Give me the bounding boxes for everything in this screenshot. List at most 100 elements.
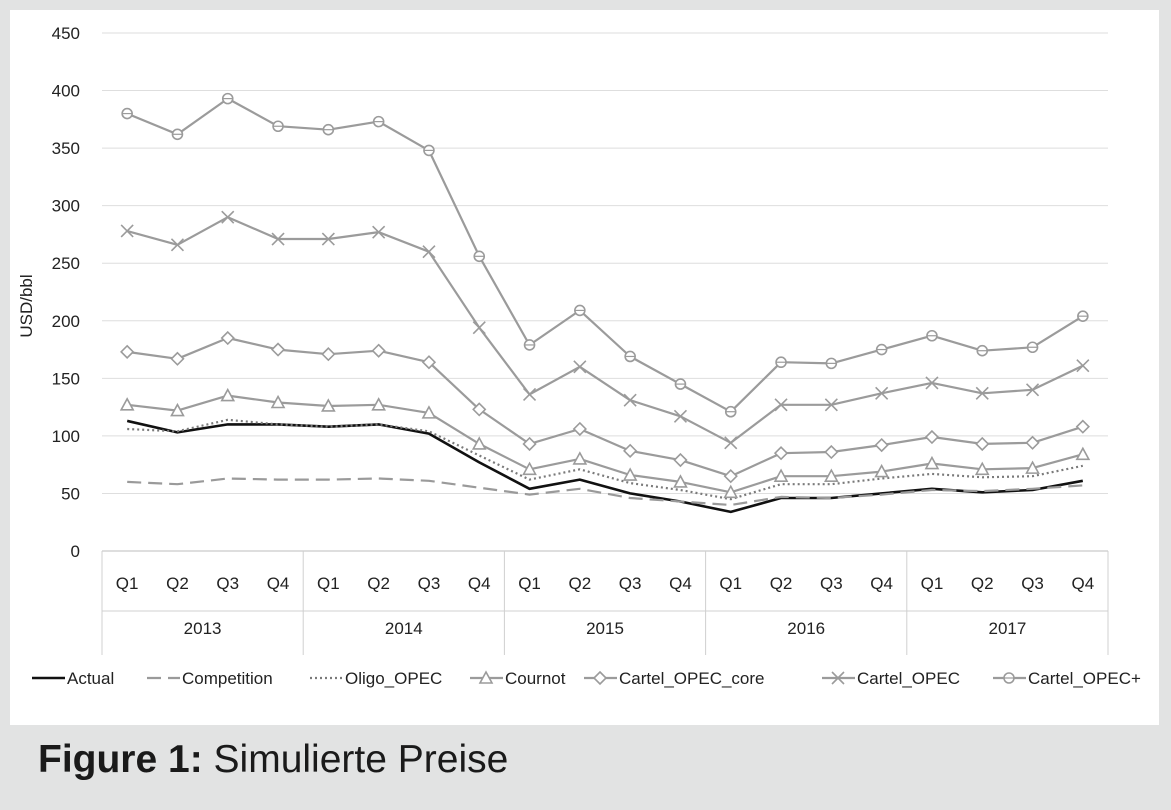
legend-label: Oligo_OPEC bbox=[345, 669, 442, 688]
legend-item: Cournot bbox=[470, 669, 566, 688]
data-point bbox=[120, 224, 134, 238]
y-tick-label: 50 bbox=[61, 484, 80, 503]
legend-label: Competition bbox=[182, 669, 273, 688]
legend-item: Cartel_OPEC+ bbox=[993, 669, 1141, 688]
data-point bbox=[673, 452, 688, 468]
legend-label: Actual bbox=[67, 669, 114, 688]
x-tick-label: Q3 bbox=[619, 574, 642, 593]
data-point bbox=[119, 397, 135, 411]
y-tick-label: 150 bbox=[52, 369, 80, 388]
legend-item: Actual bbox=[32, 669, 114, 688]
data-point bbox=[322, 123, 335, 136]
x-tick-label: Q4 bbox=[468, 574, 491, 593]
series-Competition bbox=[127, 477, 1083, 507]
data-point bbox=[422, 245, 436, 259]
data-point bbox=[724, 405, 737, 418]
data-point bbox=[321, 398, 336, 412]
data-point bbox=[773, 468, 789, 482]
legend-item: Cartel_OPEC_core bbox=[584, 669, 765, 688]
series-lines bbox=[119, 92, 1091, 514]
x-tick-label: Q2 bbox=[971, 574, 994, 593]
data-point bbox=[472, 402, 487, 417]
series-Cournot bbox=[119, 387, 1091, 499]
data-point bbox=[824, 398, 838, 412]
series-Oligo_OPEC bbox=[127, 418, 1084, 501]
data-point bbox=[622, 467, 638, 481]
data-point bbox=[473, 250, 486, 263]
data-point bbox=[321, 347, 336, 362]
x-tick-label: Q3 bbox=[820, 574, 843, 593]
data-point bbox=[875, 343, 888, 356]
y-tick-label: 250 bbox=[52, 254, 80, 273]
line-chart: 0 50 100 150 200 250 300 350 400 450 USD/bbl Q1 Q2… bbox=[17, 24, 1141, 688]
series-line bbox=[127, 477, 1083, 507]
data-point bbox=[421, 355, 437, 370]
legend-item: Oligo_OPEC bbox=[310, 669, 442, 688]
data-point bbox=[170, 402, 185, 417]
y-axis-label: USD/bbl bbox=[17, 274, 36, 337]
data-point bbox=[1077, 310, 1089, 322]
data-point bbox=[321, 232, 335, 246]
legend-item: Cartel_OPEC bbox=[822, 669, 960, 688]
data-point bbox=[623, 393, 637, 407]
data-point bbox=[773, 446, 789, 461]
legend-item: Competition bbox=[147, 669, 273, 688]
x-tick-label: Q4 bbox=[669, 574, 692, 593]
data-point bbox=[572, 451, 588, 465]
data-point bbox=[824, 444, 839, 460]
data-point bbox=[271, 232, 285, 246]
data-point bbox=[974, 461, 990, 476]
y-tick-label: 0 bbox=[71, 542, 80, 561]
figure-caption: Figure 1: Simulierte Preise bbox=[38, 738, 508, 782]
y-tick-label: 200 bbox=[52, 312, 80, 331]
figure-number: Figure 1: bbox=[38, 738, 203, 781]
x-tick-label: Q1 bbox=[317, 574, 340, 593]
data-point bbox=[1075, 419, 1090, 434]
data-point bbox=[825, 357, 838, 370]
x-tick-label: Q3 bbox=[418, 574, 441, 593]
data-point bbox=[170, 238, 185, 252]
data-point bbox=[723, 484, 739, 499]
y-tick-label: 450 bbox=[52, 24, 80, 43]
data-point bbox=[523, 339, 536, 351]
data-point bbox=[824, 468, 839, 482]
data-point bbox=[623, 443, 638, 458]
x-group-label: 2015 bbox=[586, 619, 624, 638]
data-point bbox=[573, 360, 587, 374]
data-point bbox=[924, 429, 940, 445]
data-point bbox=[925, 376, 939, 390]
data-point bbox=[673, 474, 688, 488]
series-line bbox=[127, 394, 1084, 494]
y-tick-label: 350 bbox=[52, 139, 80, 158]
data-point bbox=[121, 107, 133, 120]
x-group-label: 2017 bbox=[988, 619, 1026, 638]
data-point bbox=[170, 351, 185, 366]
data-point bbox=[372, 225, 386, 239]
series-line bbox=[127, 336, 1084, 478]
legend: Actual Competition Oligo_OPEC Cournot Cartel… bbox=[32, 669, 1141, 688]
x-group-label: 2016 bbox=[787, 619, 825, 638]
data-point bbox=[673, 409, 688, 423]
data-point bbox=[926, 329, 938, 342]
data-point bbox=[472, 321, 486, 335]
data-point bbox=[372, 115, 385, 128]
x-tick-label: Q1 bbox=[518, 574, 541, 593]
data-point bbox=[724, 436, 738, 450]
data-point bbox=[423, 144, 435, 157]
series-line bbox=[126, 216, 1084, 444]
data-point bbox=[221, 92, 234, 105]
x-tick-label: Q4 bbox=[870, 574, 893, 593]
series-line bbox=[126, 97, 1084, 413]
data-point bbox=[272, 120, 284, 133]
x-tick-label: Q1 bbox=[116, 574, 139, 593]
y-tick-label: 300 bbox=[52, 197, 80, 216]
data-point bbox=[120, 344, 135, 359]
series-Cartel_OPEC bbox=[120, 210, 1090, 450]
data-point bbox=[976, 344, 989, 357]
x-tick-label: Q4 bbox=[1072, 574, 1095, 593]
data-point bbox=[270, 394, 286, 409]
series-Cartel_OPEC+ bbox=[121, 92, 1089, 418]
chart-panel: 0 50 100 150 200 250 300 350 400 450 USD/bbl Q1 Q2… bbox=[10, 10, 1159, 725]
x-group-label: 2013 bbox=[184, 619, 222, 638]
data-point bbox=[220, 387, 236, 402]
